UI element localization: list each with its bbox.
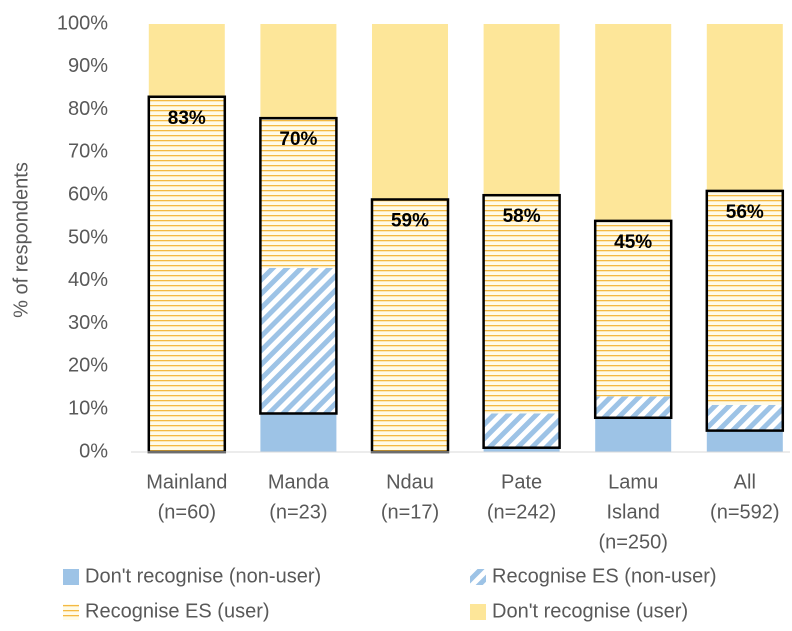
- bar-segment: [483, 24, 560, 196]
- y-axis-title: % of respondents: [10, 162, 32, 318]
- bar-segment: [148, 24, 225, 97]
- x-tick-label: (n=250): [598, 531, 668, 553]
- bar-segment: [706, 430, 783, 452]
- legend-label: Recognise ES (user): [85, 600, 270, 622]
- y-tick-label: 30%: [68, 312, 108, 334]
- outline: [259, 116, 338, 415]
- x-tick-label: Manda: [268, 471, 330, 493]
- bar-segment: [595, 396, 672, 418]
- bar-segment: [260, 118, 337, 268]
- x-tick-label: All: [734, 471, 756, 493]
- x-tick-label: (n=17): [381, 501, 439, 523]
- bar-segment: [372, 199, 448, 452]
- bar-label: 70%: [279, 129, 317, 150]
- x-tick-label: Pate: [501, 471, 542, 493]
- y-tick-label: 0%: [79, 440, 108, 462]
- bar-segment: [595, 24, 672, 221]
- x-tick-label: Mainland: [146, 471, 227, 493]
- bar-label: 56%: [726, 202, 764, 223]
- outline: [593, 219, 673, 420]
- bar-label: 59%: [391, 210, 429, 231]
- legend-swatch: [63, 604, 79, 620]
- bar-segment: [260, 267, 337, 414]
- x-tick-label: (n=242): [487, 501, 557, 523]
- bar-segment: [706, 190, 783, 405]
- bar-segment: [148, 96, 225, 452]
- bar-segment: [706, 24, 783, 191]
- x-tick-label: Ndau: [386, 471, 434, 493]
- y-tick-label: 100%: [57, 12, 108, 34]
- bar-segment: [595, 220, 672, 397]
- outline: [482, 193, 561, 449]
- y-tick-label: 20%: [68, 355, 108, 377]
- legend-swatch: [63, 569, 79, 585]
- legend-label: Don't recognise (user): [492, 600, 688, 622]
- bar-label: 83%: [168, 108, 206, 129]
- bar-segment: [260, 24, 337, 119]
- y-tick-label: 50%: [68, 226, 108, 248]
- y-tick-label: 10%: [68, 397, 108, 419]
- bar-segment: [483, 413, 560, 448]
- x-tick-label: (n=60): [158, 501, 216, 523]
- x-tick-label: Island: [607, 501, 660, 523]
- legend-label: Recognise ES (non-user): [492, 565, 717, 587]
- bar-label: 45%: [614, 232, 652, 253]
- bar-segment: [260, 413, 337, 452]
- bar-segment: [706, 404, 783, 431]
- bar-segment: [483, 195, 560, 414]
- y-tick-label: 40%: [68, 269, 108, 291]
- bar-label: 58%: [503, 206, 541, 227]
- y-tick-label: 80%: [68, 98, 108, 120]
- bar-segment: [595, 417, 672, 452]
- legend-swatch: [470, 604, 486, 620]
- bar-segment: [483, 447, 560, 452]
- y-tick-label: 90%: [68, 55, 108, 77]
- x-tick-label: (n=23): [269, 501, 327, 523]
- y-tick-label: 70%: [68, 141, 108, 163]
- y-tick-label: 60%: [68, 183, 108, 205]
- outline: [705, 189, 785, 432]
- legend-label: Don't recognise (non-user): [85, 565, 321, 587]
- legend-swatch: [470, 569, 486, 585]
- x-tick-label: (n=592): [710, 501, 780, 523]
- bar-segment: [372, 24, 448, 200]
- x-tick-label: Lamu: [608, 471, 658, 493]
